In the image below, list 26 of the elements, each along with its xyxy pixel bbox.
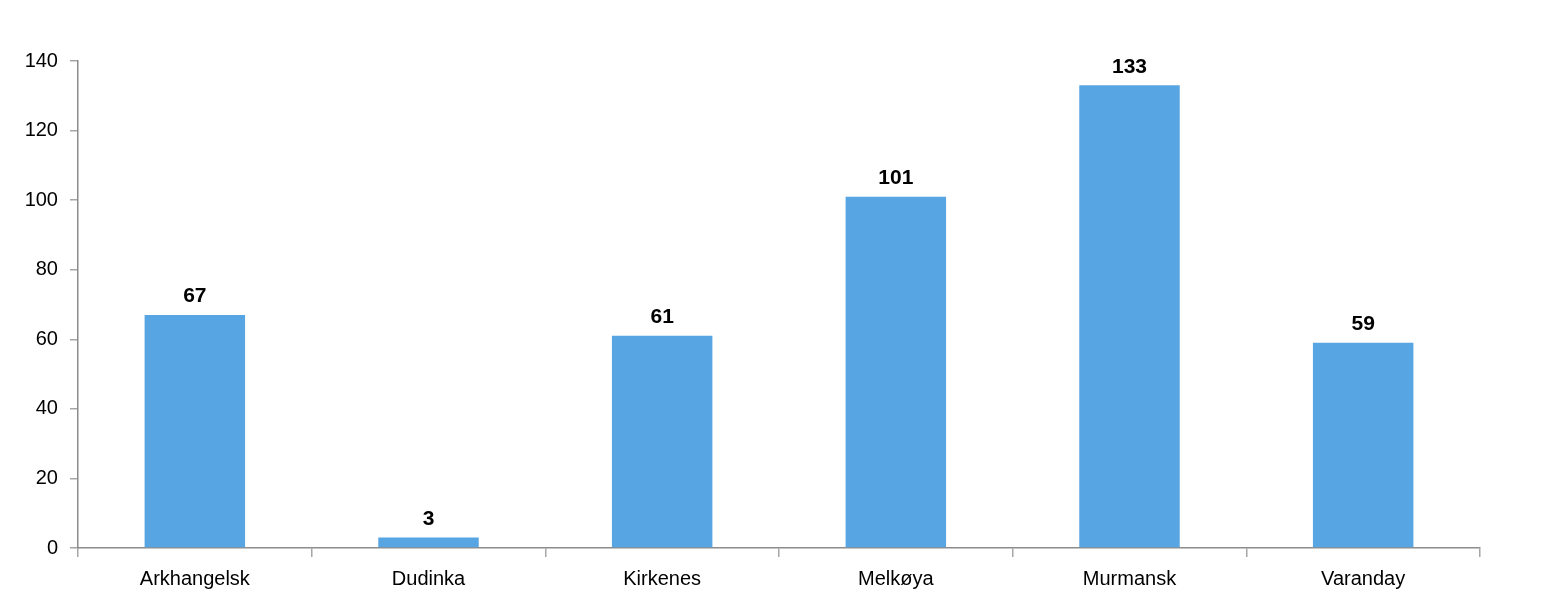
y-tick-label: 140 (24, 48, 58, 71)
bar (1079, 85, 1180, 548)
data-label: 59 (1351, 311, 1375, 335)
x-tick-label: Murmansk (1082, 566, 1178, 589)
bar (144, 314, 246, 548)
bar (1312, 342, 1414, 548)
bar (845, 196, 947, 548)
x-tick-label: Arkhangelsk (139, 566, 251, 589)
data-label: 61 (650, 304, 675, 328)
bar (378, 537, 479, 548)
y-tick-label: 0 (46, 535, 58, 558)
y-tick-label: 20 (35, 465, 58, 488)
data-label: 67 (183, 283, 207, 307)
data-label: 133 (1111, 53, 1148, 77)
y-tick-label: 100 (24, 187, 58, 210)
y-tick-label: 40 (35, 396, 58, 419)
x-tick-label: Dudinka (391, 566, 467, 589)
data-label: 101 (878, 164, 914, 188)
x-tick-label: Melkøya (858, 566, 935, 589)
y-tick-label: 120 (24, 118, 58, 141)
y-tick-label: 80 (35, 257, 58, 280)
bar (611, 335, 713, 548)
x-tick-label: Varanday (1321, 566, 1406, 589)
x-tick-label: Kirkenes (623, 566, 702, 589)
data-label: 3 (422, 505, 435, 529)
y-tick-label: 60 (35, 326, 58, 349)
